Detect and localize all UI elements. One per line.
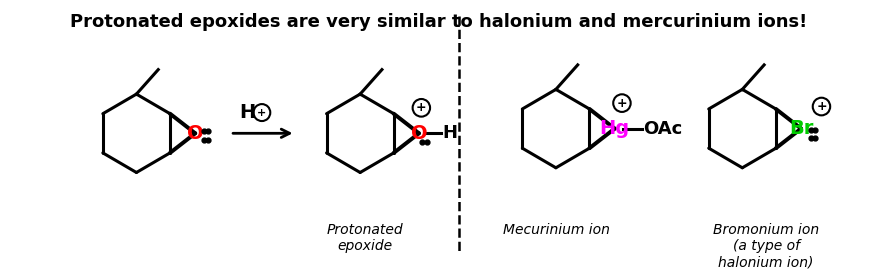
- Text: Bromonium ion
(a type of
halonium ion): Bromonium ion (a type of halonium ion): [712, 223, 818, 269]
- Text: +: +: [816, 100, 826, 113]
- Text: O: O: [410, 124, 427, 143]
- Text: +: +: [416, 101, 426, 114]
- Text: Br: Br: [788, 119, 812, 138]
- Text: O: O: [187, 124, 203, 143]
- Text: +: +: [257, 108, 267, 118]
- Text: Mecurinium ion: Mecurinium ion: [503, 223, 610, 237]
- Text: Protonated
epoxide: Protonated epoxide: [326, 223, 403, 253]
- Text: OAc: OAc: [642, 120, 681, 138]
- Text: H: H: [239, 103, 255, 122]
- Text: Protonated epoxides are very similar to halonium and mercurinium ions!: Protonated epoxides are very similar to …: [70, 13, 807, 31]
- Text: H: H: [442, 124, 457, 142]
- Text: +: +: [616, 97, 626, 110]
- Text: Hg: Hg: [599, 119, 629, 138]
